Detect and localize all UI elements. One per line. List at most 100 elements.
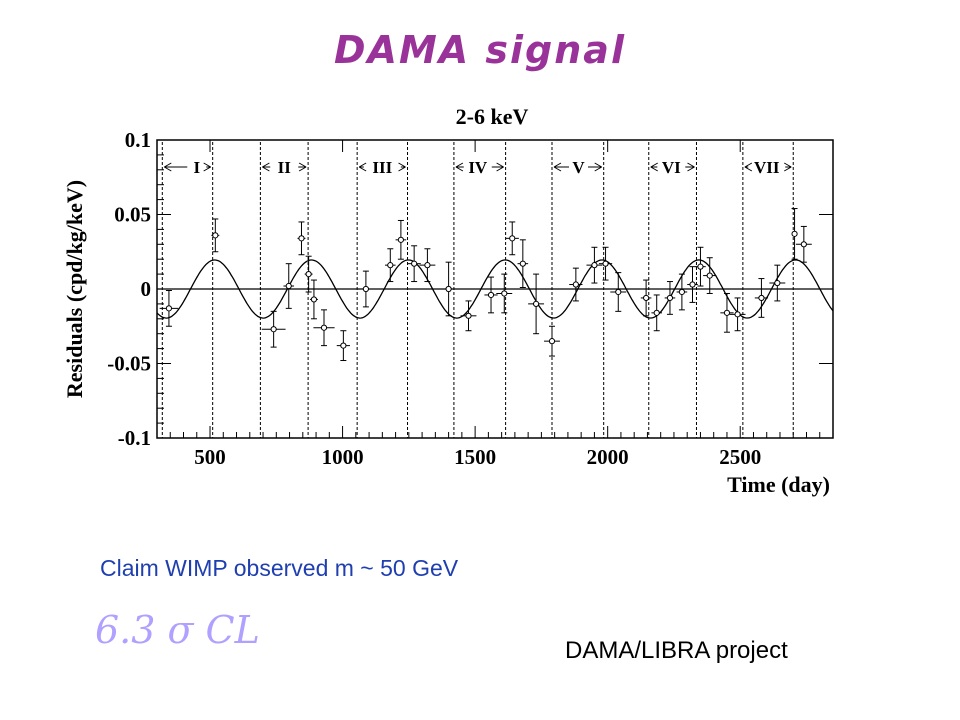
slide-title: DAMA signal xyxy=(334,28,626,72)
data-point xyxy=(569,267,583,302)
data-point xyxy=(359,270,373,308)
data-marker xyxy=(800,241,807,248)
cycle-label: II xyxy=(278,158,292,177)
x-tick-label: 1000 xyxy=(322,445,364,469)
data-marker xyxy=(602,260,609,267)
cosine-fit-curve xyxy=(156,259,834,319)
x-axis-label: Time (day) xyxy=(727,472,830,497)
arrowhead xyxy=(553,162,562,172)
data-point xyxy=(720,292,734,333)
data-marker xyxy=(501,290,508,297)
cycle-label: III xyxy=(372,158,392,177)
data-marker xyxy=(298,235,305,242)
data-marker xyxy=(411,260,418,267)
data-marker xyxy=(465,312,472,319)
residuals-chart: 2-6 keV Residuals (cpd/kg/keV) Time (day… xyxy=(62,104,834,497)
data-point xyxy=(754,278,769,318)
data-point xyxy=(795,225,812,263)
data-point xyxy=(640,279,652,317)
data-point xyxy=(384,248,396,283)
data-marker xyxy=(678,288,685,296)
arrowhead xyxy=(164,162,172,172)
data-marker xyxy=(340,342,347,349)
data-point xyxy=(676,273,688,311)
data-marker xyxy=(270,326,277,333)
data-marker xyxy=(445,285,452,293)
arrowhead xyxy=(687,162,695,172)
cycle-label: VI xyxy=(662,158,681,177)
data-marker xyxy=(697,263,704,270)
data-marker xyxy=(723,309,731,316)
data-marker xyxy=(615,288,622,296)
data-point xyxy=(407,245,421,283)
arrowhead xyxy=(496,162,504,172)
data-marker xyxy=(791,230,798,237)
data-marker xyxy=(572,281,579,288)
data-marker xyxy=(758,294,765,302)
data-point xyxy=(159,289,179,327)
data-marker xyxy=(734,311,741,318)
data-point xyxy=(309,279,318,320)
data-point xyxy=(664,281,676,315)
data-marker xyxy=(706,272,713,279)
y-tick-label: 0.05 xyxy=(114,203,151,227)
data-point xyxy=(211,218,220,253)
data-point xyxy=(419,248,436,283)
arrowhead xyxy=(262,162,270,172)
data-point xyxy=(586,246,603,284)
data-point xyxy=(729,297,746,332)
data-point xyxy=(460,300,477,332)
data-point xyxy=(283,263,295,309)
data-point xyxy=(687,266,698,303)
chart-title: 2-6 keV xyxy=(456,104,529,129)
data-marker xyxy=(591,262,598,269)
data-marker xyxy=(519,260,526,267)
x-tick-label: 500 xyxy=(194,445,226,469)
data-marker xyxy=(305,271,312,278)
data-point xyxy=(791,208,798,260)
data-marker xyxy=(774,279,781,287)
data-point xyxy=(517,239,529,289)
x-tick-label: 1500 xyxy=(454,445,496,469)
data-point xyxy=(695,246,706,287)
arrowhead xyxy=(650,162,659,172)
claim-text: Claim WIMP observed m ~ 50 GeV xyxy=(100,555,459,581)
confidence-level-formula: 6.3 σ CL xyxy=(95,608,260,652)
data-marker xyxy=(643,294,650,302)
data-point xyxy=(703,257,717,294)
data-marker xyxy=(509,235,516,242)
project-label: DAMA/LIBRA project xyxy=(565,637,788,664)
data-point xyxy=(395,219,407,260)
arrowhead xyxy=(398,162,406,172)
y-axis-label: Residuals (cpd/kg/keV) xyxy=(62,180,87,398)
data-marker xyxy=(689,281,696,288)
cycle-label: V xyxy=(572,158,585,177)
data-marker xyxy=(653,309,660,316)
data-marker xyxy=(165,305,173,312)
data-marker xyxy=(532,300,540,307)
data-point xyxy=(505,221,519,256)
arrowhead xyxy=(744,162,753,172)
data-point xyxy=(261,310,286,348)
arrowhead xyxy=(298,162,307,172)
cycle-label: VII xyxy=(754,158,780,177)
data-point xyxy=(304,255,313,293)
data-point xyxy=(313,309,335,347)
data-marker xyxy=(397,236,404,243)
data-point xyxy=(297,221,306,256)
y-tick-label: 0.1 xyxy=(125,128,151,152)
data-point xyxy=(441,261,456,317)
data-point xyxy=(336,330,350,362)
x-tick-label: 2500 xyxy=(719,445,761,469)
y-tick-label: -0.05 xyxy=(107,352,151,376)
arrowhead xyxy=(358,162,367,172)
y-tick-label: 0 xyxy=(141,277,152,301)
y-tick-label: -0.1 xyxy=(118,426,151,450)
data-point xyxy=(544,325,560,357)
data-marker xyxy=(212,232,219,239)
data-point xyxy=(484,276,498,314)
data-marker xyxy=(424,262,431,269)
data-marker xyxy=(310,296,318,303)
data-marker xyxy=(487,291,495,299)
data-marker xyxy=(320,324,328,331)
